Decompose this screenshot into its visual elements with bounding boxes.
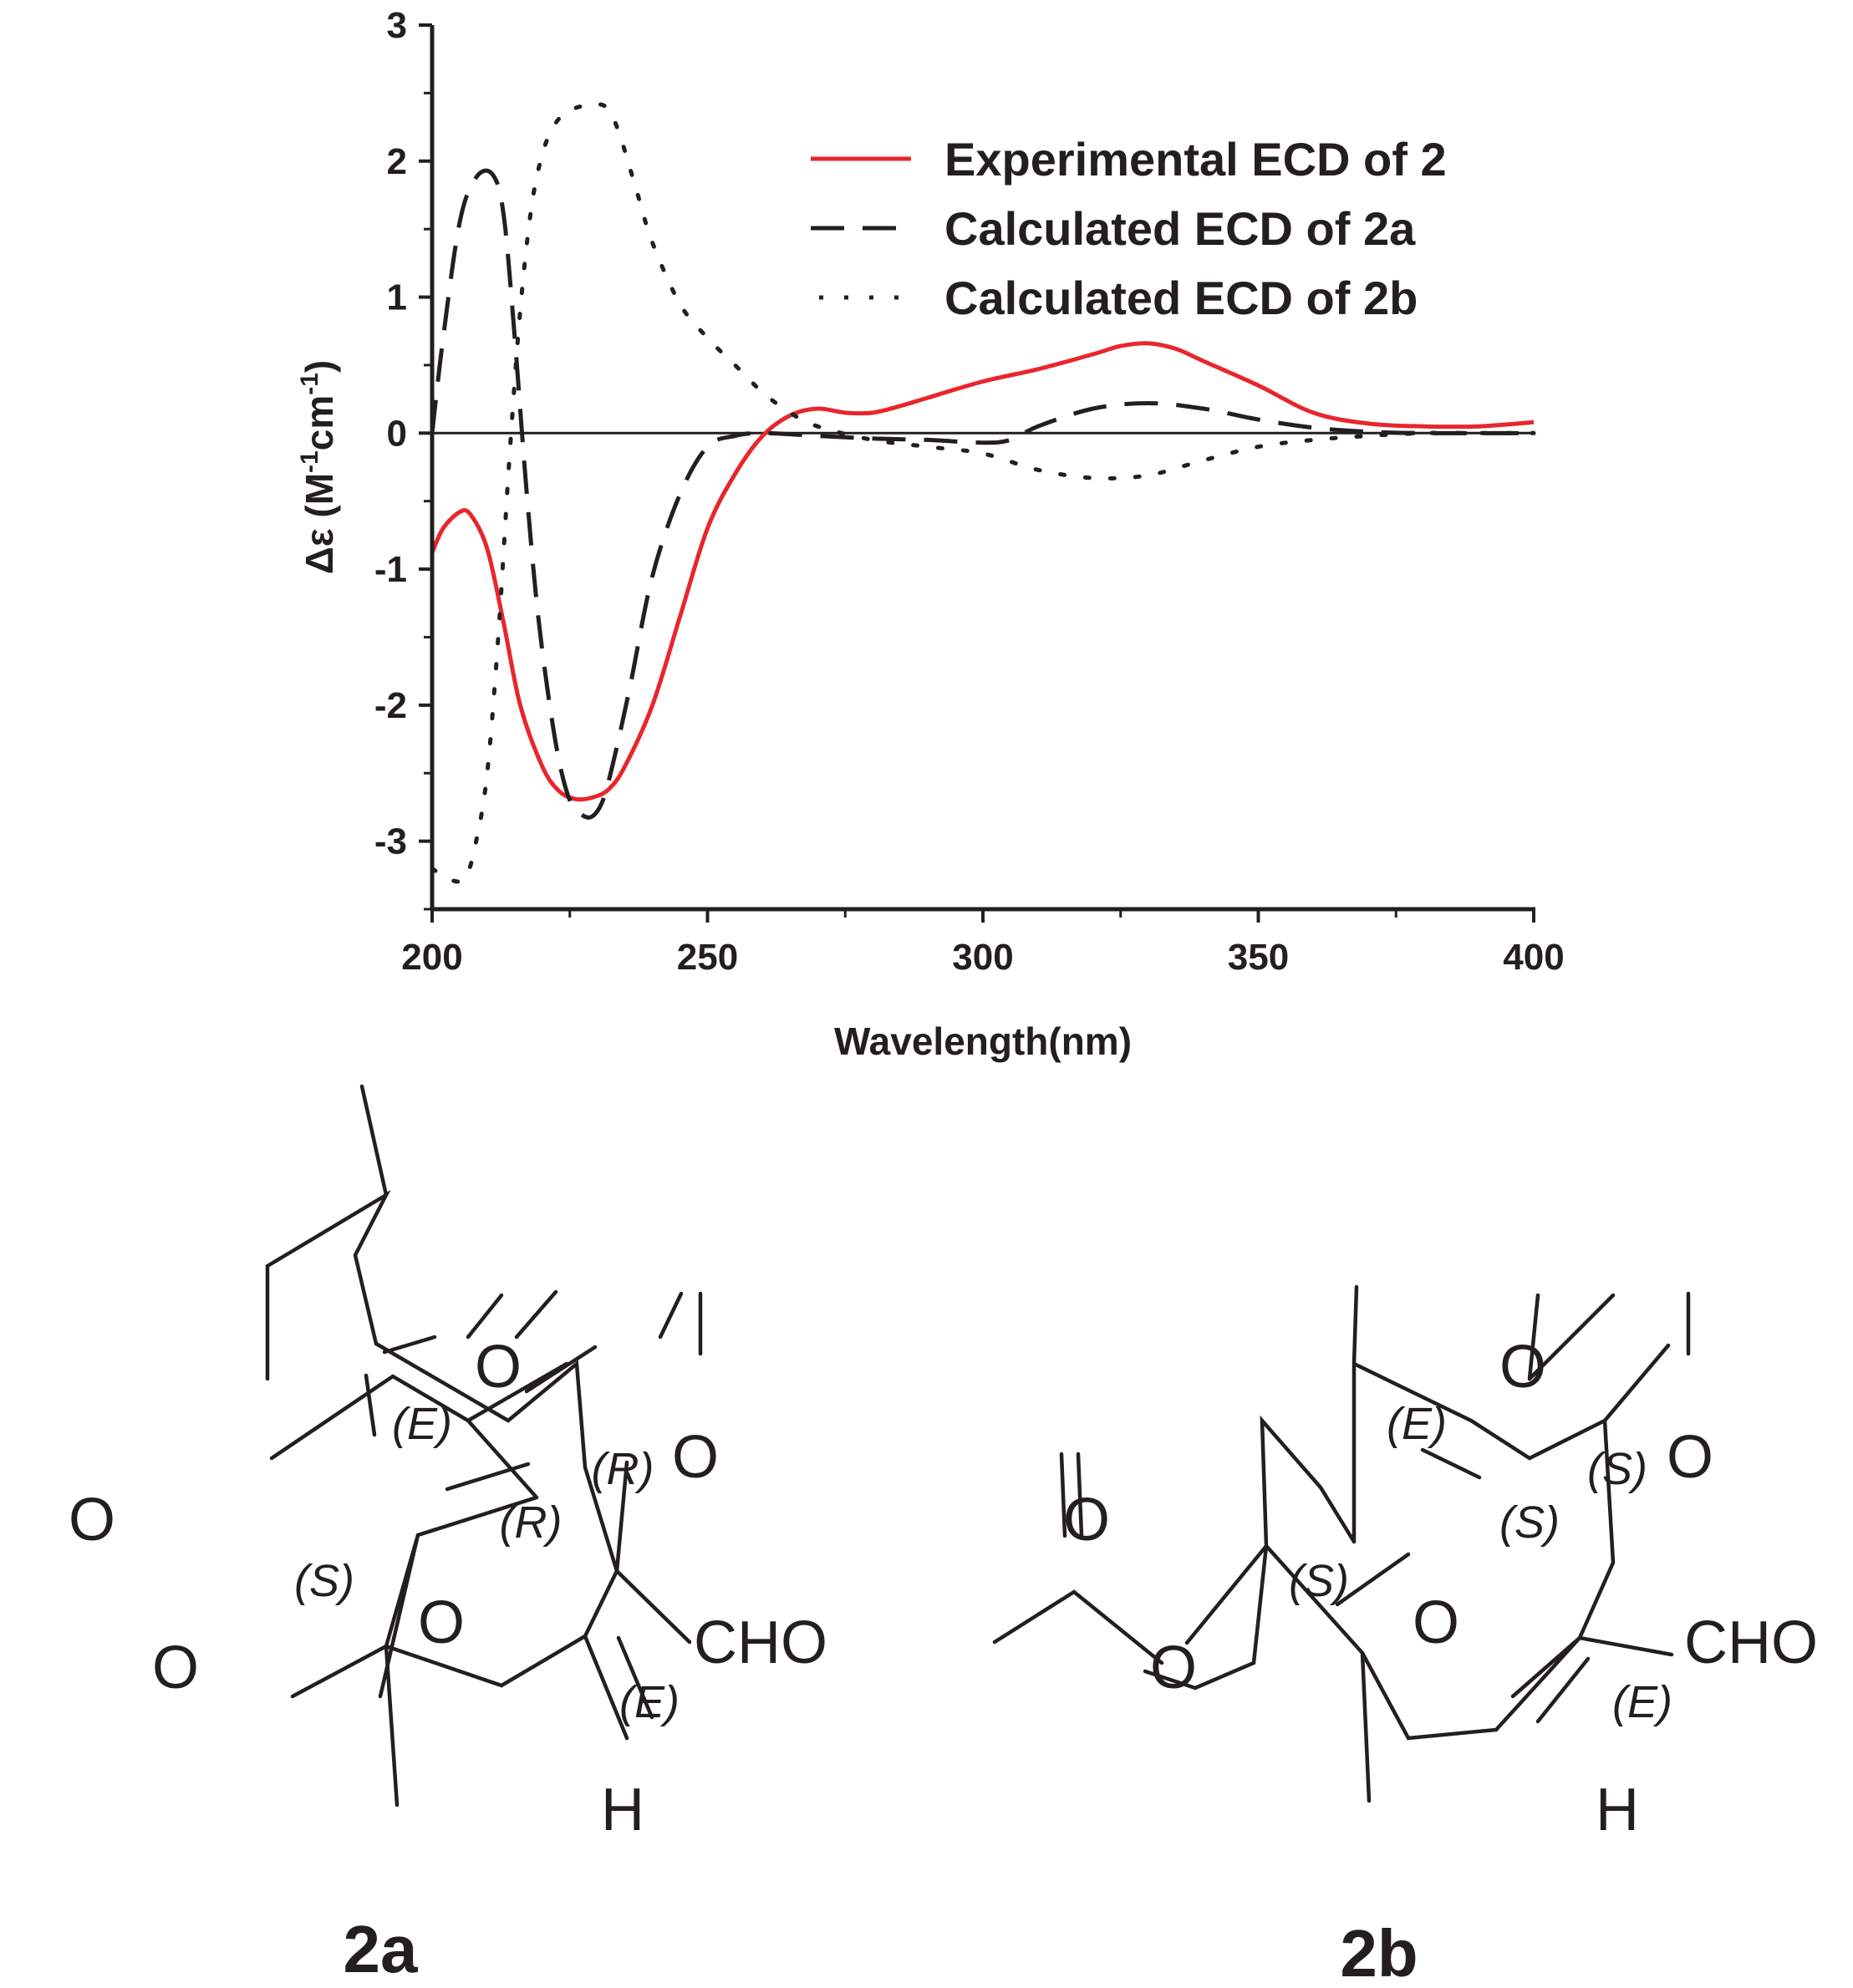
molecule-2b-atom-o-ester-carbonyl: O — [1063, 1487, 1110, 1553]
ecd-chart: 200 250 300 350 400 -3 -2 -1 0 1 2 3 Wavelength(nm)… — [296, 5, 1565, 1063]
molecule-2b-atom-o-ketone: O — [1413, 1589, 1459, 1656]
molecule-2a-atom-o-top: O — [475, 1334, 522, 1401]
molecule-2a-stereo-center-left: (S) — [294, 1556, 354, 1606]
molecule-2b-atom-o-right: O — [1667, 1424, 1713, 1491]
y-tick-label: -2 — [374, 685, 407, 726]
molecule-2b-atom-cho: CHO — [1684, 1609, 1818, 1676]
molecule-2a-atom-o-ketone: O — [418, 1589, 465, 1656]
y-axis-title-sup-1: -1 — [296, 450, 323, 473]
molecule-2a-atom-o-ester-carbonyl: O — [69, 1487, 115, 1553]
x-tick-label: 400 — [1503, 937, 1564, 978]
molecule-2a-stereo-center-right: (R) — [592, 1444, 654, 1494]
molecule-2a-atom-cho: CHO — [694, 1609, 827, 1676]
x-tick-label: 300 — [952, 937, 1013, 978]
x-tick-label: 200 — [401, 937, 462, 978]
series-calculated-2b — [430, 101, 1536, 884]
y-tick-label: 0 — [387, 413, 407, 454]
x-tick-label: 350 — [1228, 937, 1289, 978]
y-tick-label: 1 — [387, 277, 407, 318]
molecule-2a-stereo-alkene-top: (E) — [392, 1399, 452, 1449]
series-experimental-2 — [430, 341, 1535, 802]
molecule-2a-bonds — [265, 1084, 703, 1808]
molecule-2b-stereo-alkene-bottom: (E) — [1612, 1677, 1672, 1727]
molecule-2a-atom-o-ester: O — [152, 1635, 199, 1701]
y-tick-label: 3 — [387, 5, 407, 46]
legend: Experimental ECD of 2 Calculated ECD of … — [811, 133, 1447, 324]
legend-label-experimental: Experimental ECD of 2 — [944, 133, 1447, 186]
y-tick-label: 2 — [387, 141, 407, 182]
molecule-2b: O O O O O CHO H (E) (S) (S) (S) (E) 2b — [992, 1284, 1818, 1988]
molecule-2b-atom-o-top: O — [1499, 1334, 1546, 1401]
y-axis-title: Δε (M-1cm-1) — [296, 360, 341, 575]
molecule-2b-atom-h: H — [1596, 1777, 1639, 1843]
molecule-2b-stereo-center-right: (S) — [1587, 1444, 1647, 1494]
y-axis-title-sup-2: -1 — [296, 373, 323, 395]
y-tick-label: -1 — [374, 549, 407, 590]
y-tick-label: -3 — [374, 821, 407, 862]
molecule-2a-atom-o-right: O — [672, 1424, 719, 1491]
molecule-2a-stereo-alkene-bottom: (E) — [619, 1677, 680, 1727]
legend-label-calc-2a: Calculated ECD of 2a — [944, 202, 1416, 255]
x-axis-title: Wavelength(nm) — [834, 1019, 1132, 1063]
x-tick-label: 250 — [677, 937, 738, 978]
molecule-2a-stereo-center-top: (R) — [500, 1497, 563, 1548]
molecule-2b-bonds — [992, 1284, 1691, 1803]
molecule-2a: O O O O O CHO H (E) (R) (R) (S) (E) 2a — [69, 1084, 827, 1986]
molecule-2b-atom-o-ester: O — [1150, 1635, 1197, 1701]
molecule-2a-label: 2a — [344, 1912, 418, 1986]
molecule-2b-stereo-center-top: (S) — [1499, 1497, 1560, 1548]
molecule-2a-atom-h: H — [601, 1777, 644, 1843]
molecule-2b-label: 2b — [1340, 1916, 1418, 1988]
plot-area — [432, 25, 1534, 909]
legend-label-calc-2b: Calculated ECD of 2b — [944, 272, 1418, 324]
molecule-2b-stereo-center-left: (S) — [1289, 1556, 1349, 1606]
molecule-2b-stereo-alkene-top: (E) — [1387, 1399, 1447, 1449]
series-calculated-2a — [430, 168, 1535, 820]
